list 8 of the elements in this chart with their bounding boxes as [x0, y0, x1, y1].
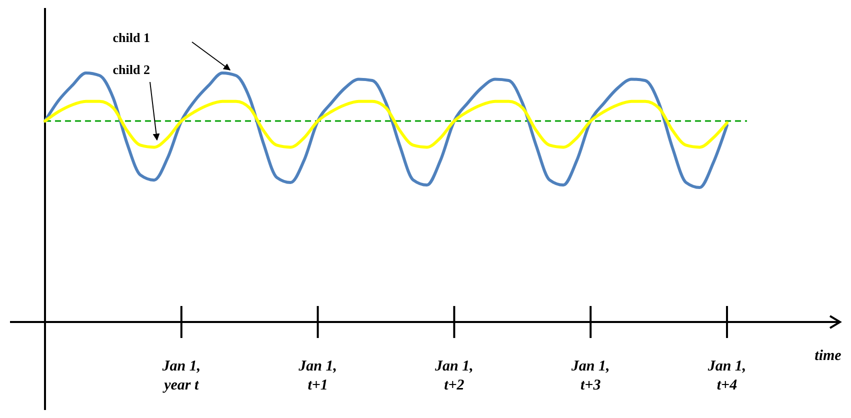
x-tick-label: Jan 1, t+1 — [298, 358, 337, 394]
annotation: child 2 — [112, 62, 150, 77]
x-tick-label: Jan 1, year t — [161, 358, 201, 394]
x-tick-label: Jan 1, t+3 — [570, 358, 610, 394]
x-axis-title: time — [814, 348, 842, 364]
x-tick-label: Jan 1, t+2 — [434, 358, 474, 394]
x-tick-label: Jan 1, t+4 — [706, 358, 746, 394]
text: child 1 — [112, 30, 150, 45]
